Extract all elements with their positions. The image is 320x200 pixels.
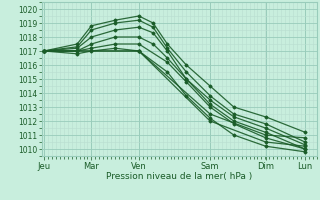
X-axis label: Pression niveau de la mer( hPa ): Pression niveau de la mer( hPa ) [106,172,252,181]
